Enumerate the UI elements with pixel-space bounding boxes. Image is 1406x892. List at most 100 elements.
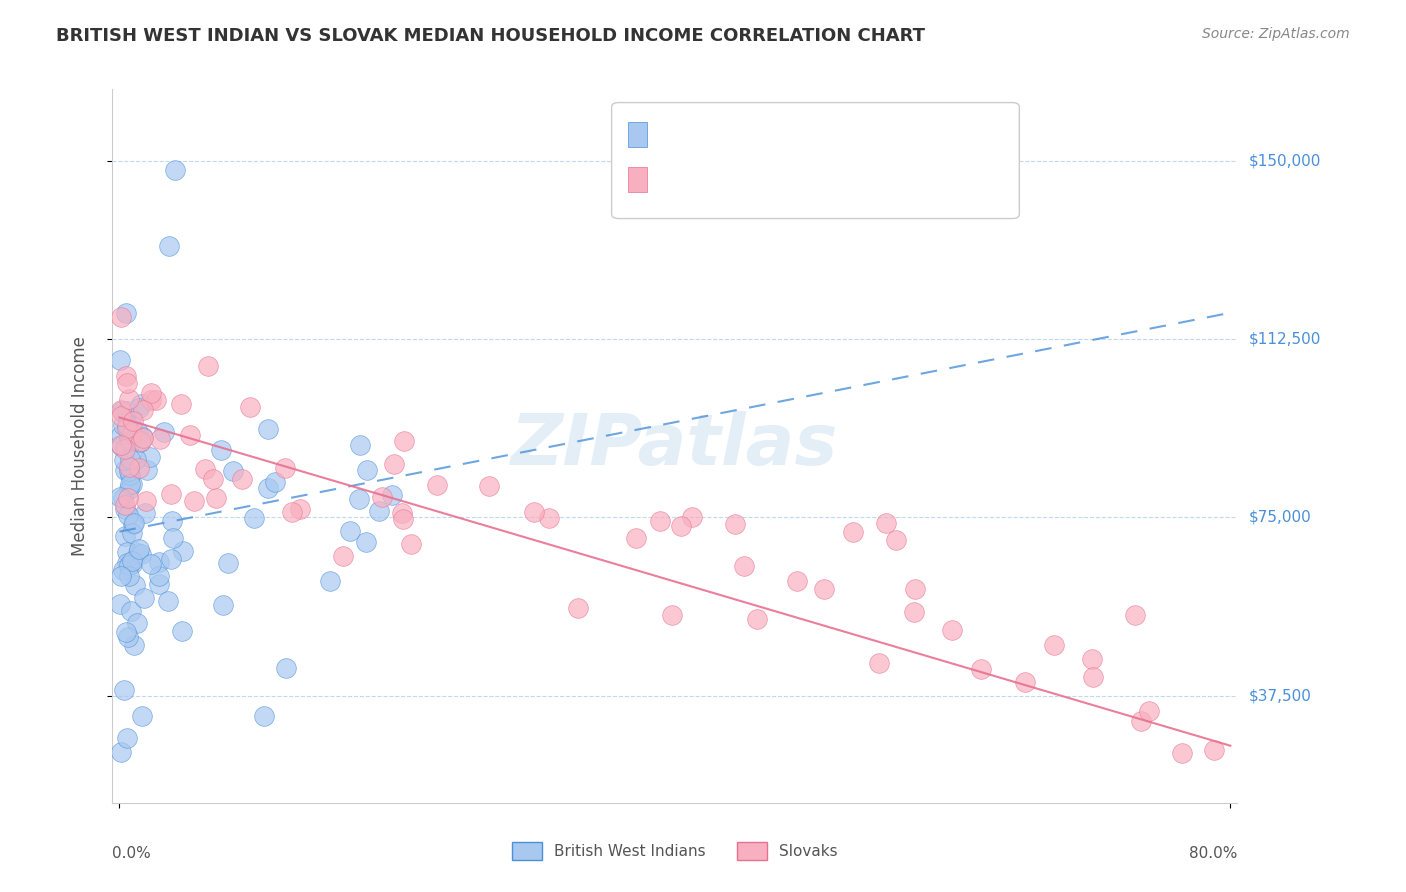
Point xyxy=(786,574,808,588)
Point xyxy=(1043,638,1066,652)
Point xyxy=(1202,743,1225,757)
Point xyxy=(128,542,150,557)
Point xyxy=(724,517,747,532)
Point xyxy=(121,425,143,440)
Point xyxy=(110,428,132,442)
Text: ZIPatlas: ZIPatlas xyxy=(512,411,838,481)
Point xyxy=(124,516,146,530)
Point xyxy=(904,582,927,596)
Point xyxy=(197,359,219,373)
Point xyxy=(205,491,228,505)
Point xyxy=(115,556,138,570)
Point xyxy=(124,578,146,592)
Point xyxy=(115,731,138,745)
Text: $37,500: $37,500 xyxy=(1249,689,1312,703)
Point xyxy=(149,432,172,446)
Point xyxy=(108,353,131,368)
Point xyxy=(115,418,138,433)
Point xyxy=(903,605,925,619)
Point xyxy=(131,708,153,723)
Point xyxy=(132,431,155,445)
Point xyxy=(217,556,239,570)
Point xyxy=(538,511,561,525)
Point xyxy=(1170,747,1192,761)
Point xyxy=(118,464,141,478)
Point xyxy=(212,599,235,613)
Point xyxy=(231,472,253,486)
Point xyxy=(110,438,132,452)
Point xyxy=(118,392,141,407)
Point xyxy=(118,459,141,474)
Point xyxy=(112,682,135,697)
Point xyxy=(1014,674,1036,689)
Point xyxy=(120,468,142,483)
Point xyxy=(170,624,193,638)
Point xyxy=(121,477,143,491)
Y-axis label: Median Household Income: Median Household Income xyxy=(70,336,89,556)
Point xyxy=(1123,608,1146,623)
Point xyxy=(122,638,145,652)
Point xyxy=(183,494,205,508)
Text: $75,000: $75,000 xyxy=(1249,510,1312,524)
Point xyxy=(356,463,378,477)
Point xyxy=(157,239,180,253)
Text: 0.0%: 0.0% xyxy=(112,846,152,861)
Point xyxy=(114,442,136,457)
Point xyxy=(274,661,297,675)
Point xyxy=(399,536,422,550)
Point xyxy=(371,491,394,505)
Point xyxy=(120,433,142,447)
Point xyxy=(110,409,132,423)
Point xyxy=(128,461,150,475)
Text: BRITISH WEST INDIAN VS SLOVAK MEDIAN HOUSEHOLD INCOME CORRELATION CHART: BRITISH WEST INDIAN VS SLOVAK MEDIAN HOU… xyxy=(56,27,925,45)
Point xyxy=(132,591,155,605)
Point xyxy=(121,557,143,571)
Point xyxy=(110,490,132,504)
Point xyxy=(127,615,149,630)
Point xyxy=(239,400,262,414)
Point xyxy=(257,481,280,495)
Point xyxy=(1137,704,1160,718)
Point xyxy=(129,434,152,449)
Point xyxy=(112,417,135,432)
Point xyxy=(349,438,371,452)
Point xyxy=(114,529,136,543)
Point xyxy=(139,386,162,401)
Point xyxy=(1130,714,1153,728)
Point xyxy=(332,549,354,564)
Point xyxy=(842,524,865,539)
Point xyxy=(110,439,132,453)
Point xyxy=(681,509,703,524)
Text: R =  0.030   N = 91: R = 0.030 N = 91 xyxy=(654,127,827,141)
Point xyxy=(129,397,152,411)
Point xyxy=(969,662,991,676)
Point xyxy=(426,478,449,492)
Point xyxy=(156,593,179,607)
Point xyxy=(139,450,162,464)
Point xyxy=(114,306,136,320)
Point xyxy=(648,514,671,528)
Point xyxy=(202,472,225,486)
Point xyxy=(382,458,405,472)
Point xyxy=(111,563,134,577)
Legend: British West Indians, Slovaks: British West Indians, Slovaks xyxy=(506,836,844,866)
Point xyxy=(567,601,589,615)
Point xyxy=(170,397,193,411)
Point xyxy=(115,421,138,435)
Point xyxy=(624,532,647,546)
Point xyxy=(162,531,184,545)
Point xyxy=(122,413,145,427)
Point xyxy=(131,430,153,444)
Point xyxy=(1081,670,1104,684)
Point xyxy=(112,453,135,467)
Point xyxy=(117,545,139,559)
Point xyxy=(733,558,755,573)
Point xyxy=(112,491,135,506)
Text: $150,000: $150,000 xyxy=(1249,153,1320,168)
Point xyxy=(209,442,232,457)
Point xyxy=(381,488,404,502)
Point xyxy=(478,479,501,493)
Point xyxy=(145,392,167,407)
Point xyxy=(281,505,304,519)
Point xyxy=(148,577,170,591)
